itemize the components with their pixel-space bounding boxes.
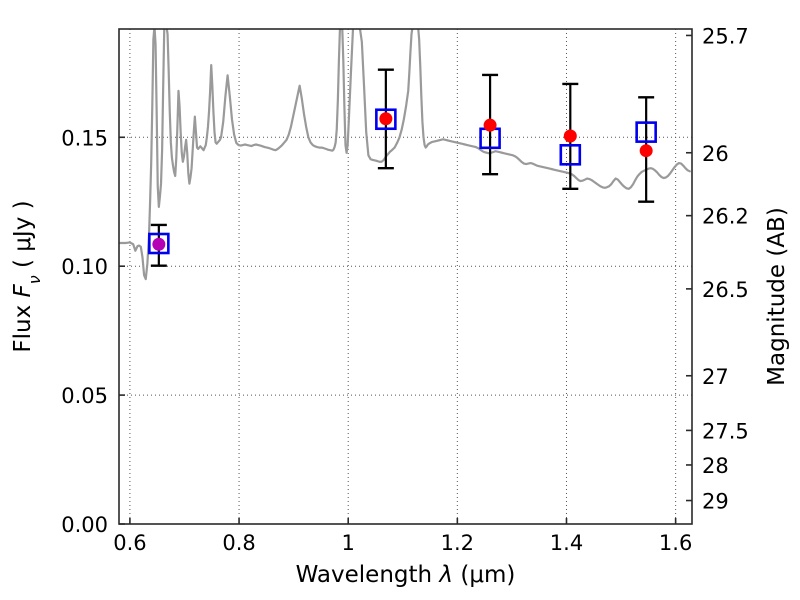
x-tick-label-4: 1.4 [550, 531, 583, 555]
right-axis-title: Magnitude (AB) [764, 207, 790, 386]
y-axis-right: 25.7 26 26.2 26.5 27 27.5 28 29 [686, 24, 749, 514]
right-y-tick-label-3: 26.5 [702, 278, 749, 302]
right-y-tick-label-4: 27 [702, 365, 729, 389]
x-axis: 0.6 0.8 1 1.2 1.4 1.6 [113, 518, 692, 555]
y-axis-title: Flux Fν ( μJy ) [10, 200, 44, 352]
model-squares [148, 108, 657, 255]
observed-point-0 [152, 237, 166, 251]
right-y-tick-label-2: 26.2 [702, 205, 749, 229]
observed-point-1 [379, 112, 393, 126]
x-tick-label-5: 1.6 [659, 531, 692, 555]
right-y-tick-label-1: 26 [702, 142, 729, 166]
observed-circles [152, 112, 653, 251]
model-square-3 [559, 144, 582, 166]
y-axis-left: 0.00 0.05 0.10 0.15 [61, 126, 125, 537]
spectrum-line [119, 29, 691, 281]
model-square-1 [375, 108, 397, 131]
model-square-0 [148, 232, 170, 255]
y-axis-title-group: Flux Fν ( μJy ) [10, 200, 44, 352]
observed-point-3 [563, 129, 577, 143]
x-axis-title: Wavelength λ (μm) [296, 562, 516, 588]
axes-frame [118, 28, 693, 525]
x-tick-label-1: 0.8 [222, 531, 255, 555]
grid-lines [119, 29, 692, 524]
y-tick-label-3: 0.15 [61, 126, 108, 150]
right-y-tick-label-7: 29 [702, 490, 729, 514]
model-square-4 [635, 121, 657, 143]
observed-point-2 [483, 118, 497, 132]
x-tick-label-2: 1 [342, 531, 355, 555]
y-tick-label-0: 0.00 [61, 513, 108, 537]
plot-border [118, 28, 693, 525]
right-y-tick-label-0: 25.7 [702, 24, 749, 48]
x-tick-label-3: 1.2 [441, 531, 474, 555]
observed-point-4 [639, 144, 653, 158]
y-tick-label-1: 0.05 [61, 384, 108, 408]
x-tick-label-0: 0.6 [113, 531, 146, 555]
data-layer [119, 29, 691, 281]
y-tick-label-2: 0.10 [61, 255, 108, 279]
right-y-tick-label-6: 28 [702, 454, 729, 478]
right-axis-title-group: Magnitude (AB) [764, 207, 790, 386]
right-y-tick-label-5: 27.5 [702, 419, 749, 443]
errorbars [150, 68, 655, 267]
